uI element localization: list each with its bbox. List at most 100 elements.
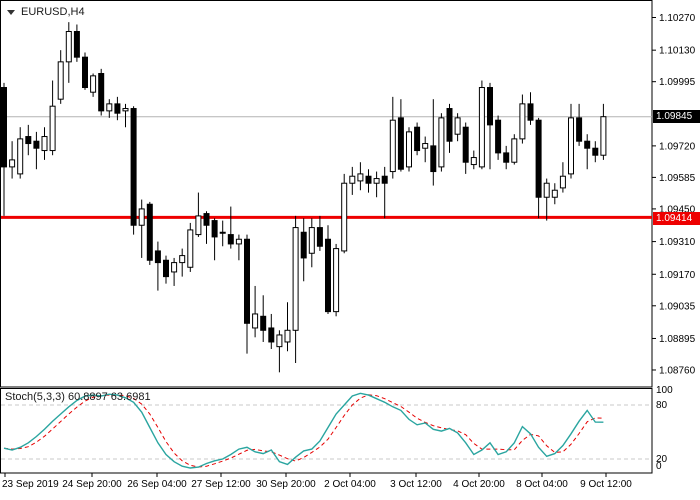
price-axis-label: 1.10130 [659,46,696,57]
candle [235,234,242,261]
candle [73,24,80,62]
candle [519,94,526,144]
candle [487,82,493,170]
candle [25,124,32,156]
indicator-label: Stoch(5,3,3) 60.8897 63.6981 [5,391,151,403]
candle [219,220,226,247]
price-axis-label: 1.08760 [659,365,696,376]
time-axis-label: 8 Oct 04:00 [516,479,568,490]
candle [211,218,218,261]
candle [462,122,469,174]
hline-price-box: 1.09414 [653,211,700,225]
candle [308,218,315,268]
candle [179,248,186,277]
candle [576,103,583,146]
symbol-label: EURUSD,H4 [7,6,85,18]
candle [478,80,485,170]
candle [584,134,591,170]
candle [551,183,558,205]
candle [292,215,299,363]
candle [381,166,388,219]
candle [535,117,542,219]
candle [397,99,404,172]
stochastic-pane [0,388,653,474]
candle [9,141,16,179]
chart-dropdown-icon[interactable] [7,9,15,15]
stoch-axis-label: 0 [656,461,662,472]
candle [98,68,105,116]
price-axis-label: 1.10270 [659,13,696,24]
candle [495,115,502,160]
price-axis-label: 1.09170 [659,270,696,281]
candle [57,50,64,104]
candle [316,215,323,251]
candle [17,127,24,179]
candle [146,201,153,265]
candle [171,257,178,286]
candle [130,106,137,235]
time-axis-label: 27 Sep 12:00 [191,479,251,490]
candle [503,145,510,170]
candle [90,73,97,97]
candle [357,162,364,191]
time-axis-label: 3 Oct 12:00 [390,479,442,490]
candle [365,169,372,193]
candle [406,127,412,172]
price-axis-label: 1.09035 [659,301,696,312]
candle [138,199,145,258]
main-pane-border [0,0,653,388]
candle [106,99,113,118]
axes: 1.10270 1.10130 1.09995 1.09720 1.09585 1.094… [2,13,696,490]
price-axis-label: 1.08895 [659,334,696,345]
candle [414,122,421,156]
candle [568,103,574,179]
price-axis-label: 1.09450 [659,204,696,215]
candle [82,52,88,90]
candle [1,82,7,216]
price-axis-label: 1.09585 [659,173,696,184]
symbol-timeframe-text: EURUSD,H4 [21,6,85,18]
candle [470,150,477,170]
candle [276,330,283,373]
candle [154,241,161,291]
candle [122,103,129,128]
candle [511,134,518,165]
candle [422,136,429,163]
candle [341,173,348,254]
time-axis-label: 9 Oct 12:00 [580,479,632,490]
candle [300,218,307,282]
candle [187,222,194,272]
stoch-d-line [3,394,604,468]
candle [454,113,461,142]
candle [244,234,250,354]
candle [227,206,234,249]
stoch-axis-label: 100 [656,385,673,396]
candle [438,113,445,172]
time-axis-label: 4 Oct 20:00 [453,479,505,490]
candle [252,285,259,338]
candle [203,211,210,244]
stoch-axis-label: 80 [656,400,668,411]
stoch-axis-label: 20 [656,454,668,465]
candle [41,127,48,160]
candle [446,103,453,153]
candle [527,92,534,125]
candle [373,171,380,198]
candle [430,99,437,186]
price-axis-label: 1.09310 [659,237,696,248]
time-axis-label: 30 Sep 20:00 [256,479,316,490]
candle [195,192,202,237]
time-axis-label: 2 Oct 04:00 [324,479,376,490]
candle [268,313,275,349]
main-pane [0,0,653,388]
candle [592,141,599,163]
time-axis-label: 26 Sep 04:00 [127,479,187,490]
price-axis-label: 1.09995 [659,77,696,88]
candle [284,302,291,352]
price-axis-label: 1.09720 [659,141,696,152]
candle [600,103,607,160]
time-axis-label: 24 Sep 20:00 [62,479,122,490]
candle [49,80,56,156]
